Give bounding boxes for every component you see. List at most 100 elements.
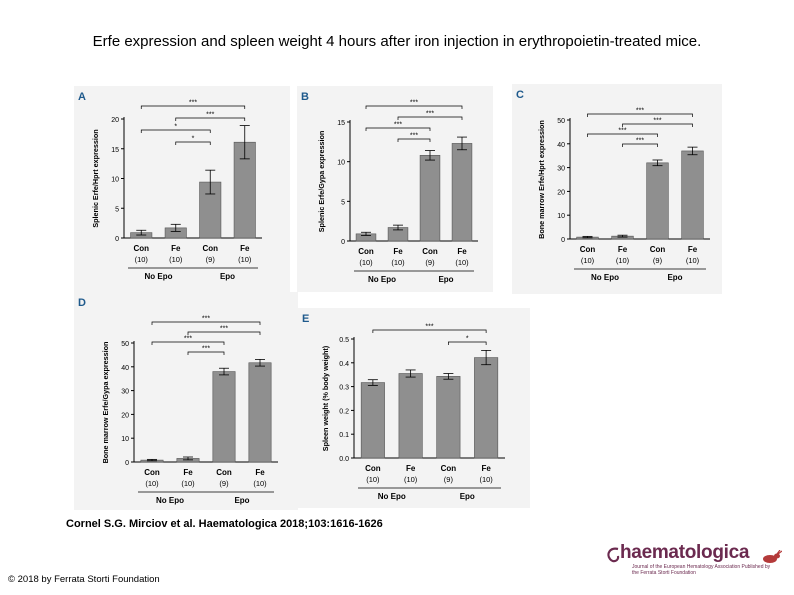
y-tick-label: 0.2 <box>339 408 349 415</box>
x-tick-label: Con <box>422 247 438 256</box>
x-tick-label: Fe <box>240 244 250 253</box>
x-tick-label: Con <box>202 244 218 253</box>
copyright-text: © 2018 by Ferrata Storti Foundation <box>8 574 160 585</box>
significance-label: * <box>466 336 469 343</box>
x-tick-label: Fe <box>393 247 403 256</box>
x-tick-label: Fe <box>688 245 698 254</box>
x-tick-label: Con <box>650 245 666 254</box>
significance-bracket <box>140 105 246 109</box>
significance-bracket <box>587 113 693 117</box>
group-label: No Epo <box>145 272 173 281</box>
y-axis-label: Splenic Erfe/Hprt expression <box>91 129 100 227</box>
x-tick-label: Con <box>441 464 457 473</box>
y-tick-label: 50 <box>121 341 129 348</box>
x-n-label: (10) <box>686 256 700 265</box>
significance-label: *** <box>202 346 210 353</box>
x-tick-label: Con <box>144 468 160 477</box>
y-tick-label: 5 <box>115 206 119 213</box>
x-n-label: (9) <box>653 256 663 265</box>
significance-label: *** <box>220 326 228 333</box>
x-tick-label: Fe <box>171 244 181 253</box>
x-tick-label: Fe <box>457 247 467 256</box>
significance-label: *** <box>206 112 214 119</box>
x-tick-label: Con <box>365 464 381 473</box>
significance-bracket <box>622 143 658 147</box>
y-tick-label: 0.1 <box>339 432 349 439</box>
slide-title: Erfe expression and spleen weight 4 hour… <box>92 33 702 50</box>
group-label: No Epo <box>368 275 396 284</box>
x-n-label: (10) <box>253 479 267 488</box>
x-n-label: (9) <box>444 475 454 484</box>
chart-panel-e: E 0.0 0.1 0.2 0.3 0.4 0.5 Spleen weight (% body… <box>298 308 530 508</box>
significance-label: * <box>174 124 177 131</box>
y-tick-label: 20 <box>557 189 565 196</box>
y-tick-label: 0 <box>115 236 119 243</box>
y-tick-label: 50 <box>557 118 565 125</box>
x-tick-label: Fe <box>406 464 416 473</box>
y-tick-label: 0.4 <box>339 361 349 368</box>
y-tick-label: 15 <box>111 147 119 154</box>
bar <box>681 150 704 240</box>
logo-subtext: Journal of the European Hematology Assoc… <box>632 564 771 576</box>
y-axis-label: Splenic Erfe/Gypa expression <box>317 131 326 232</box>
logo-text: haematologica <box>620 542 750 563</box>
y-tick-label: 0.5 <box>339 337 349 344</box>
x-n-label: (10) <box>169 255 183 264</box>
significance-label: *** <box>202 316 210 323</box>
chart-panel-a: A 0 5 10 15 20 Splenic Erfe/Hprt expression Con… <box>74 86 290 292</box>
y-tick-label: 0.3 <box>339 385 349 392</box>
x-tick-label: Con <box>358 247 374 256</box>
bar <box>419 155 441 242</box>
logo-rabbit-icon <box>763 550 782 563</box>
group-label: Epo <box>220 272 235 281</box>
significance-label: * <box>192 136 195 143</box>
panel-letter-b: B <box>301 91 309 103</box>
significance-label: *** <box>394 122 402 129</box>
chart-a-svg: A 0 5 10 15 20 Splenic Erfe/Hprt expression Con… <box>78 91 262 281</box>
significance-bracket <box>175 141 211 145</box>
panel-letter-c: C <box>516 89 524 101</box>
significance-bracket <box>175 117 246 121</box>
x-n-label: (10) <box>359 258 373 267</box>
x-n-label: (9) <box>219 479 229 488</box>
significance-bracket <box>151 341 225 345</box>
x-tick-label: Fe <box>618 245 628 254</box>
significance-label: *** <box>410 100 418 107</box>
x-tick-label: Con <box>133 244 149 253</box>
x-n-label: (10) <box>479 475 493 484</box>
bar <box>248 362 272 463</box>
y-tick-label: 20 <box>111 117 119 124</box>
bar <box>474 357 499 459</box>
chart-panel-d: D 0 10 20 30 40 50 Bone marrow Erfe/Gypa expres… <box>74 292 298 510</box>
significance-bracket <box>448 341 487 345</box>
y-tick-label: 30 <box>557 166 565 173</box>
x-n-label: (10) <box>581 256 595 265</box>
chart-c-svg: C 0 10 20 30 40 50 Bone marrow Erfe/Hprt expres… <box>516 89 710 282</box>
significance-label: *** <box>636 138 644 145</box>
group-label: Epo <box>667 273 682 282</box>
significance-label: *** <box>425 324 433 331</box>
journal-logo: haematologica Journal of the European He… <box>600 540 786 580</box>
x-tick-label: Con <box>580 245 596 254</box>
x-n-label: (10) <box>366 475 380 484</box>
x-tick-label: Fe <box>481 464 491 473</box>
group-label: No Epo <box>156 496 184 505</box>
significance-bracket <box>187 351 225 355</box>
x-tick-label: Fe <box>255 468 265 477</box>
y-tick-label: 10 <box>337 160 345 167</box>
y-tick-label: 5 <box>341 199 345 206</box>
y-tick-label: 15 <box>337 120 345 127</box>
bar <box>212 371 236 463</box>
y-tick-label: 10 <box>121 436 129 443</box>
significance-bracket <box>140 129 211 133</box>
significance-bracket <box>397 138 431 142</box>
y-tick-label: 20 <box>121 412 129 419</box>
chart-d-svg: D 0 10 20 30 40 50 Bone marrow Erfe/Gypa expres… <box>78 297 278 505</box>
group-label: Epo <box>438 275 453 284</box>
significance-label: *** <box>189 100 197 107</box>
significance-bracket <box>372 329 487 333</box>
group-label: No Epo <box>591 273 619 282</box>
chart-panel-b: B 0 5 10 15 Splenic Erfe/Gypa expression Con (1… <box>297 86 493 292</box>
significance-label: *** <box>410 133 418 140</box>
significance-bracket <box>365 105 463 109</box>
